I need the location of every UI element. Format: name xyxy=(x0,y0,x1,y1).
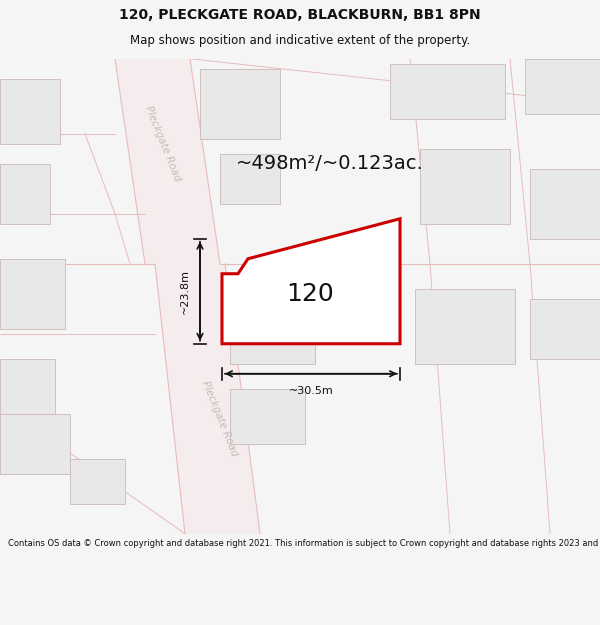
Text: Map shows position and indicative extent of the property.: Map shows position and indicative extent… xyxy=(130,34,470,47)
Text: ~30.5m: ~30.5m xyxy=(289,386,334,396)
Bar xyxy=(420,149,510,224)
Text: Pleckgate Road: Pleckgate Road xyxy=(143,104,183,183)
Bar xyxy=(390,64,505,119)
Bar xyxy=(525,59,600,114)
Polygon shape xyxy=(222,219,400,344)
Text: Pleckgate Road: Pleckgate Road xyxy=(200,379,240,458)
Bar xyxy=(230,389,305,444)
Text: 120, PLECKGATE ROAD, BLACKBURN, BB1 8PN: 120, PLECKGATE ROAD, BLACKBURN, BB1 8PN xyxy=(119,8,481,22)
Text: Contains OS data © Crown copyright and database right 2021. This information is : Contains OS data © Crown copyright and d… xyxy=(8,539,600,548)
Text: ~23.8m: ~23.8m xyxy=(180,269,190,314)
Bar xyxy=(0,79,60,144)
Bar xyxy=(530,299,600,359)
Text: 120: 120 xyxy=(286,282,334,306)
Bar xyxy=(415,289,515,364)
Bar xyxy=(220,154,280,204)
Text: ~498m²/~0.123ac.: ~498m²/~0.123ac. xyxy=(236,154,424,173)
Bar xyxy=(70,459,125,504)
Bar xyxy=(0,259,65,329)
Bar xyxy=(530,169,600,239)
Bar xyxy=(200,69,280,139)
Polygon shape xyxy=(155,264,260,534)
Polygon shape xyxy=(115,59,220,264)
Bar xyxy=(230,304,315,364)
Bar xyxy=(0,359,55,414)
Bar xyxy=(0,164,50,224)
Bar xyxy=(0,414,70,474)
